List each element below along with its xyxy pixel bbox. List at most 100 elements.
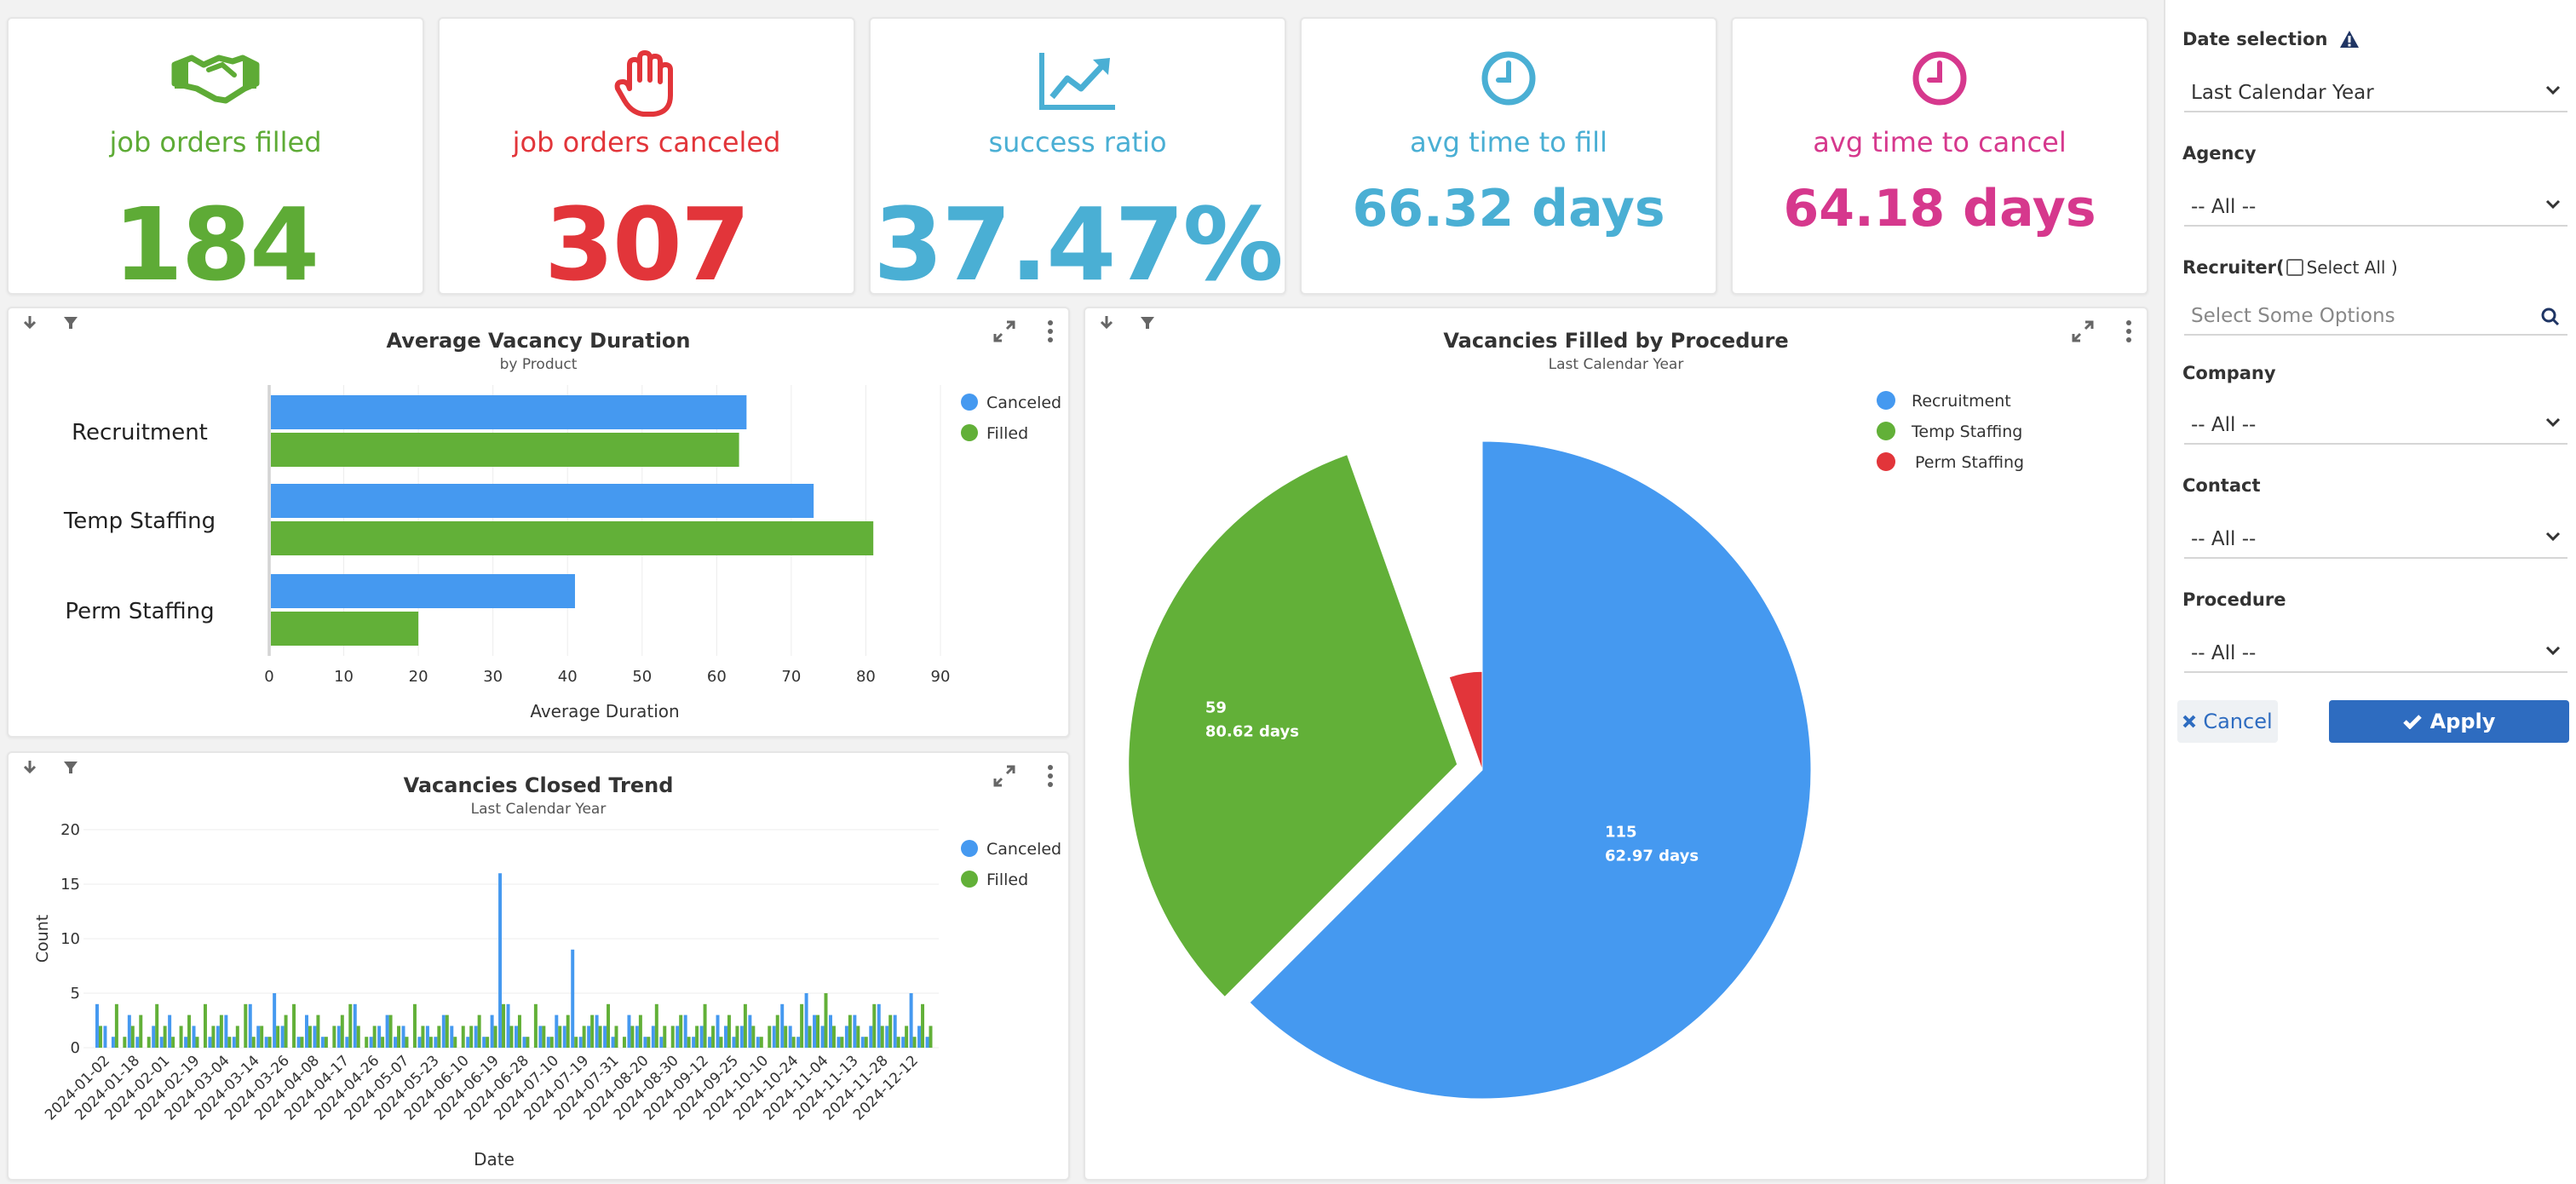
bar-filled [856, 1026, 860, 1048]
bar-filled [340, 1014, 344, 1048]
bar-canceled [659, 1037, 664, 1048]
expand-icon[interactable] [2070, 319, 2096, 344]
y-tick-label: 5 [71, 985, 80, 1003]
bar-canceled [385, 1014, 389, 1048]
bar-filled [880, 1026, 884, 1048]
bar-canceled [248, 1003, 252, 1048]
bar-canceled [345, 1037, 349, 1048]
bar-filled [469, 1026, 474, 1048]
bar-canceled [748, 1014, 752, 1048]
expand-icon[interactable] [992, 319, 1017, 344]
bar-canceled [651, 1026, 655, 1048]
date-selection-value: Last Calendar Year [2191, 82, 2374, 104]
company-select[interactable]: -- All -- [2184, 407, 2567, 445]
download-icon[interactable] [20, 313, 39, 332]
bar-canceled [885, 1026, 889, 1048]
x-tick-label: 50 [632, 668, 652, 686]
bar-canceled [546, 1037, 550, 1048]
bar-filled [235, 1026, 239, 1048]
chart-title: Vacancies Closed Trend [403, 773, 674, 797]
bar-canceled [732, 1037, 736, 1048]
x-tick-label: 60 [707, 668, 727, 686]
kpi-card-avg-cancel: avg time to cancel 64.18 days [1731, 17, 2148, 295]
bar-filled [227, 1037, 232, 1048]
bar-filled [509, 1026, 514, 1048]
bar-canceled [804, 993, 808, 1048]
bar-filled [139, 1014, 143, 1048]
pie-slice-temp-staffing [1128, 454, 1458, 998]
bar-canceled [603, 1026, 607, 1048]
bar-canceled [635, 1026, 639, 1048]
chevron-down-icon [2545, 646, 2561, 656]
kpi-card-canceled: job orders canceled 307 [438, 17, 855, 303]
download-icon[interactable] [20, 758, 39, 777]
warning-icon[interactable] [2339, 30, 2360, 49]
legend-marker [1877, 391, 1895, 410]
bar-filled [244, 1003, 248, 1048]
more-options-icon[interactable] [2125, 319, 2133, 343]
procedure-select[interactable]: -- All -- [2184, 635, 2567, 673]
filter-icon[interactable] [1138, 313, 1157, 332]
bar-filled [437, 1026, 441, 1048]
y-tick-label: 10 [60, 930, 80, 948]
bar-canceled [820, 1026, 825, 1048]
download-icon[interactable] [1097, 313, 1116, 332]
bar-canceled [756, 1037, 760, 1048]
x-tick-label: 90 [931, 668, 951, 686]
filter-icon[interactable] [61, 313, 80, 332]
bar-filled [663, 1026, 667, 1048]
bar-filled [300, 1037, 304, 1048]
company-label: Company [2182, 363, 2276, 383]
bar-canceled [394, 1037, 398, 1048]
bar-filled [372, 1026, 377, 1048]
pie-slice-perm-staffing [1448, 670, 1483, 771]
close-icon [2182, 715, 2196, 728]
more-options-icon[interactable] [1046, 764, 1055, 788]
agency-select[interactable]: -- All -- [2184, 189, 2567, 227]
legend-label: Perm Staffing [1915, 453, 2024, 472]
bar-filled [864, 1037, 868, 1048]
bar-filled [271, 433, 739, 467]
bar-canceled [739, 1026, 744, 1048]
cancel-button[interactable]: Cancel [2177, 700, 2278, 743]
filter-icon[interactable] [61, 758, 80, 777]
bar-filled [477, 1014, 481, 1048]
apply-button[interactable]: Apply [2329, 700, 2569, 743]
bar-filled [130, 1026, 135, 1048]
recruiter-label: Recruiter( [2182, 257, 2285, 278]
bar-canceled [159, 1037, 164, 1048]
bar-filled [622, 1037, 626, 1048]
bar-canceled [562, 1026, 566, 1048]
bar-filled [800, 1003, 804, 1048]
expand-icon[interactable] [992, 763, 1017, 789]
bar-canceled [498, 873, 503, 1048]
date-selection-label: Date selection [2182, 29, 2328, 49]
bar-canceled [595, 1014, 599, 1048]
recruiter-placeholder: Select Some Options [2191, 305, 2395, 327]
bar-filled [929, 1026, 933, 1048]
trend-bar-chart: 051015202024-01-022024-01-182024-02-0120… [33, 821, 1061, 1170]
bar-canceled [135, 1037, 140, 1048]
more-options-icon[interactable] [1046, 319, 1055, 343]
bar-canceled [587, 1026, 591, 1048]
recruiter-multiselect[interactable]: Select Some Options [2184, 298, 2567, 336]
contact-select[interactable]: -- All -- [2184, 521, 2567, 559]
bar-filled [654, 1003, 658, 1048]
bar-filled [461, 1026, 465, 1048]
procedure-pie-chart: 115 62.97 days 59 80.62 days Recruitment Temp… [1128, 391, 2024, 1100]
bar-filled [888, 1014, 893, 1048]
bar-canceled [829, 1014, 832, 1048]
bar-canceled [216, 1026, 220, 1048]
legend-marker [961, 424, 978, 441]
legend-marker [1877, 422, 1895, 440]
bar-filled [703, 1003, 707, 1048]
kpi-value: 66.32 days [1352, 179, 1665, 239]
bar-filled [284, 1014, 288, 1048]
bar-filled [896, 1037, 900, 1048]
bar-filled [405, 1037, 409, 1048]
select-all-checkbox[interactable] [2286, 259, 2303, 276]
bar-filled [292, 1003, 296, 1048]
date-selection-select[interactable]: Last Calendar Year [2184, 75, 2567, 112]
kpi-card-success-ratio: success ratio 37.47% [869, 17, 1286, 303]
bar-filled [271, 521, 874, 555]
